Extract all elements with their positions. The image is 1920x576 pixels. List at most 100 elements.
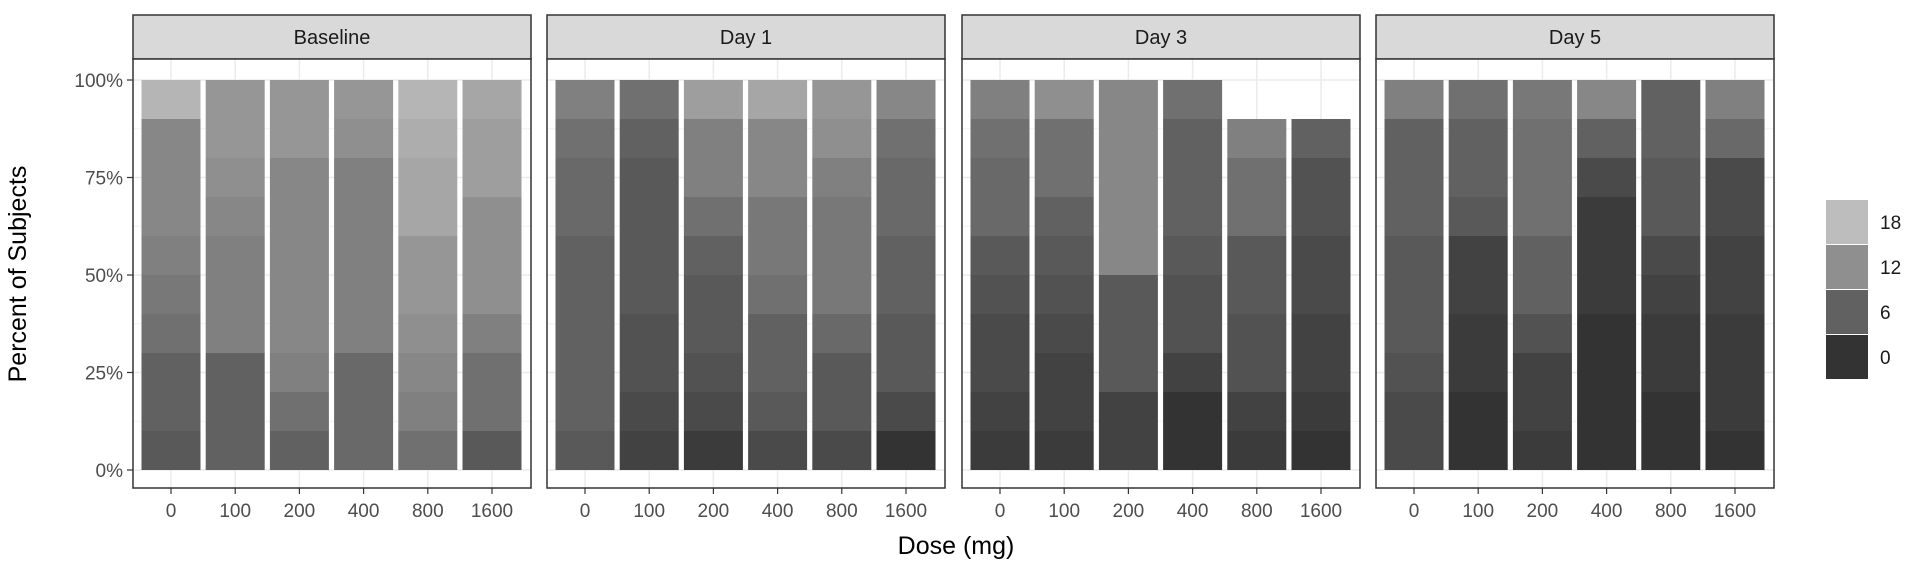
bar-segment <box>1098 275 1158 392</box>
bar-segment <box>1384 119 1444 236</box>
panel-day-5: Day 5 0 100 200 400 800 1600 <box>1375 14 1775 522</box>
x-tick-label: 800 <box>1241 501 1273 522</box>
x-tick-label: 0 <box>166 501 177 522</box>
panel-strip-label: Day 5 <box>1549 27 1601 49</box>
bar-segment <box>1512 80 1572 119</box>
bar-segment <box>970 314 1030 392</box>
x-tick-label: 800 <box>412 501 444 522</box>
bar-segment <box>683 197 743 236</box>
x-tick-label: 1600 <box>1300 501 1342 522</box>
bar-segment <box>619 119 679 158</box>
bar-segment <box>1577 119 1637 158</box>
bar-800 <box>1641 80 1701 470</box>
bar-segment <box>1163 119 1223 236</box>
bar-segment <box>334 119 394 158</box>
bar-segment <box>334 353 394 470</box>
bar-segment <box>141 197 201 236</box>
bar-segment <box>462 314 522 353</box>
bar-segment <box>398 80 458 119</box>
bar-segment <box>1163 80 1223 119</box>
bar-1600 <box>876 80 936 470</box>
panel-strip-label: Baseline <box>294 27 371 49</box>
bar-segment <box>1384 80 1444 119</box>
bar-segment <box>1163 275 1223 353</box>
bar-segment <box>1705 314 1765 431</box>
bar-segment <box>876 431 936 470</box>
y-tick-label: 100% <box>74 71 123 92</box>
bar-segment <box>812 197 872 314</box>
bar-200 <box>269 80 329 470</box>
bar-segment <box>205 197 265 236</box>
bar-200 <box>683 80 743 470</box>
bar-segment <box>462 119 522 197</box>
bar-segment <box>1577 158 1637 197</box>
bar-segment <box>619 158 679 314</box>
y-axis: 0% 25% 50% 75% 100% <box>74 71 133 482</box>
bar-segment <box>1227 392 1287 431</box>
panel-day-3: Day 3 0 100 200 400 800 1600 <box>961 14 1361 522</box>
bar-segment <box>812 314 872 353</box>
bar-segment <box>1034 197 1094 236</box>
legend-key <box>1826 245 1868 289</box>
panel-border <box>961 58 1361 489</box>
bar-segment <box>1291 431 1351 470</box>
y-tick-label: 75% <box>85 169 123 190</box>
bar-segment <box>1098 80 1158 275</box>
x-tick-label: 1600 <box>471 501 513 522</box>
bar-segment <box>1512 314 1572 353</box>
bar-400 <box>1163 80 1223 470</box>
bar-segment <box>1034 236 1094 275</box>
bar-segment <box>205 236 265 353</box>
bar-segment <box>1705 431 1765 470</box>
x-tick-label: 0 <box>1409 501 1420 522</box>
bar-segment <box>1577 314 1637 470</box>
panel-baseline: Baseline 0 100 200 400 800 1600 <box>132 14 532 522</box>
bar-segment <box>748 392 808 431</box>
x-tick-label: 400 <box>348 501 380 522</box>
x-tick-label: 1600 <box>1714 501 1756 522</box>
bar-segment <box>1641 236 1701 275</box>
bar-segment <box>398 236 458 314</box>
bar-segment <box>1227 431 1287 470</box>
bar-segment <box>269 353 329 392</box>
x-tick-label: 0 <box>580 501 591 522</box>
panel-strip-label: Day 3 <box>1135 27 1187 49</box>
bar-segment <box>1384 353 1444 392</box>
bar-segment <box>398 119 458 158</box>
bar-200 <box>1098 80 1158 470</box>
bar-segment <box>1705 119 1765 158</box>
bar-segment <box>205 80 265 158</box>
bar-segment <box>812 158 872 197</box>
bar-segment <box>269 158 329 353</box>
bar-segment <box>876 392 936 431</box>
panel-strip <box>1375 14 1775 60</box>
legend-key <box>1826 335 1868 379</box>
bar-segment <box>1163 353 1223 392</box>
bar-segment <box>1512 431 1572 470</box>
legend-label: 18 <box>1880 213 1901 234</box>
x-tick-label: 200 <box>284 501 316 522</box>
panel-border <box>1375 58 1775 489</box>
x-tick-label: 200 <box>698 501 730 522</box>
x-tick-label: 0 <box>995 501 1006 522</box>
legend-label: 0 <box>1880 348 1891 369</box>
bar-segment <box>1227 119 1287 158</box>
bar-segment <box>1163 236 1223 275</box>
bar-segment <box>398 158 458 236</box>
bar-segment <box>970 158 1030 236</box>
bar-segment <box>683 275 743 353</box>
x-tick-label: 100 <box>1462 501 1494 522</box>
bar-segment <box>141 80 201 119</box>
bar-100 <box>1448 80 1508 470</box>
bar-segment <box>812 353 872 431</box>
bar-segment <box>1384 236 1444 353</box>
bar-segment <box>683 236 743 275</box>
bar-segment <box>1512 353 1572 431</box>
bar-segment <box>876 314 936 392</box>
bar-segment <box>1163 392 1223 470</box>
bar-100 <box>619 80 679 470</box>
x-axis-title: Dose (mg) <box>898 532 1015 560</box>
bar-segment <box>1034 119 1094 197</box>
panel-strip-label: Day 1 <box>720 27 772 49</box>
legend-key <box>1826 200 1868 244</box>
